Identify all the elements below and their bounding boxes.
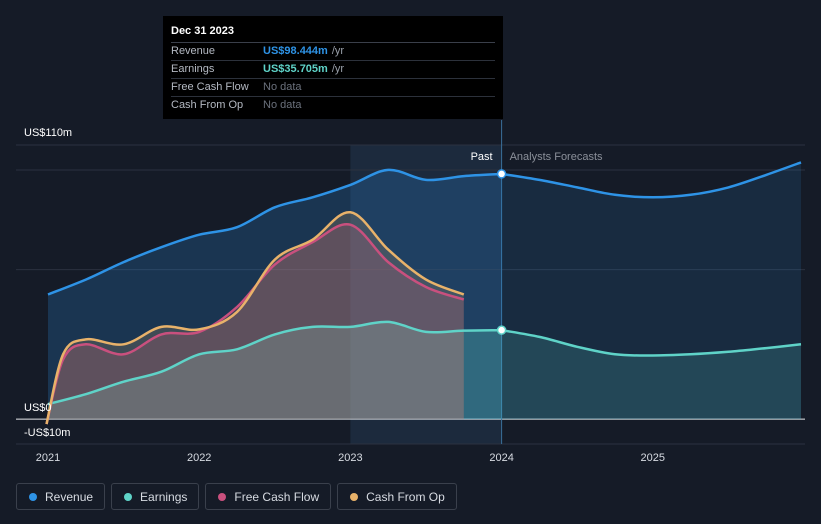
legend: Revenue Earnings Free Cash Flow Cash Fro… [16,483,457,510]
legend-label: Cash From Op [366,489,445,504]
chart-background [350,145,502,444]
legend-dot-icon [29,492,37,501]
revenue-area [48,169,502,420]
tooltip-label: Earnings [171,63,215,75]
series-markers [496,169,507,335]
tooltip: Dec 31 2023 Revenue US$98.444m /yr Earni… [163,16,503,119]
y-axis-label-zero: US$0 [24,402,52,414]
legend-item-revenue[interactable]: Revenue [16,483,106,510]
past-label: Past [471,151,493,163]
revenue-forecast-line [501,161,802,199]
legend-dot-icon [350,492,359,501]
series-areas [46,162,801,425]
tooltip-row-cash-from-op: Cash From Op No data [171,97,495,114]
y-axis-label-top: US$110m [24,127,72,139]
revenue-line [47,168,502,296]
legend-item-cash-from-op[interactable]: Cash From Op [337,483,457,510]
legend-label: Revenue [45,489,94,504]
earnings-marker [496,325,507,335]
tooltip-row-free-cash-flow: Free Cash Flow No data [171,79,495,97]
tooltip-row-earnings: Earnings US$35.705m /yr [171,61,495,79]
tooltip-row-revenue: Revenue US$98.444m /yr [171,43,495,61]
tooltip-value: US$35.705m [263,63,328,75]
tooltip-label: Revenue [171,45,216,57]
earnings-area [48,321,502,420]
tooltip-label: Free Cash Flow [171,81,249,93]
legend-dot-icon [218,492,227,501]
forecast-label: Analysts Forecasts [510,151,603,163]
legend-item-earnings[interactable]: Earnings [111,483,200,510]
x-tick-label: 2022 [187,452,211,464]
tooltip-nodata: No data [263,81,302,93]
tooltip-nodata: No data [263,99,302,111]
legend-dot-icon [124,492,133,501]
legend-label: Free Cash Flow [234,489,320,504]
earnings-line [47,320,502,406]
x-tick-label: 2021 [36,452,60,464]
revenue-marker [496,169,507,179]
cash-from-op-area [46,212,464,425]
tooltip-value: US$98.444m [263,45,328,57]
past-highlight-region [350,145,502,444]
legend-label: Earnings [140,489,188,504]
tooltip-label: Cash From Op [171,99,244,111]
axes: US$110m US$0 -US$10m Past Analysts Forecasts… [24,127,665,464]
x-tick-label: 2024 [489,452,513,464]
free-cash-flow-line [45,222,465,425]
cash-from-op-line [45,211,465,425]
legend-item-free-cash-flow[interactable]: Free Cash Flow [205,483,332,510]
tooltip-unit: /yr [331,45,345,57]
series-lines [45,161,802,425]
y-axis-label-bottom: -US$10m [24,427,70,439]
x-tick-label: 2025 [641,452,665,464]
x-tick-label: 2023 [338,452,362,464]
earnings-forecast-line [501,328,802,357]
revenue-forecast-area [501,162,801,420]
tooltip-date: Dec 31 2023 [171,24,495,43]
tooltip-unit: /yr [331,63,345,75]
